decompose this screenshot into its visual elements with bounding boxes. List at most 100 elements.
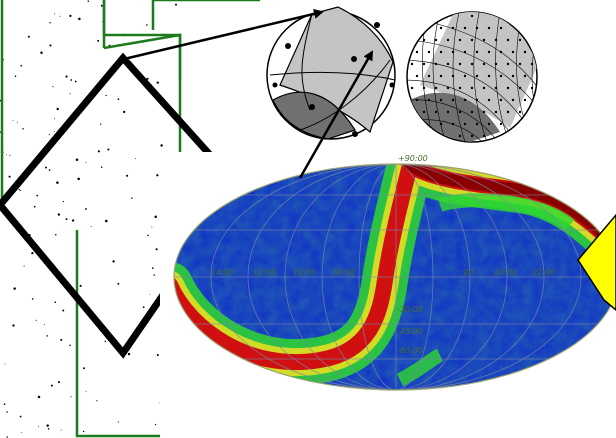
pixel-center-dot (458, 86, 462, 90)
pixel-center-dot (518, 62, 522, 66)
star-dot (156, 353, 159, 357)
star-dot (154, 423, 157, 426)
star-dot (19, 415, 22, 418)
star-dot (153, 274, 155, 276)
pixel-center-dot (451, 122, 455, 126)
pixel-center-dot (446, 38, 450, 42)
pixel-center-dot (451, 50, 455, 54)
star-dot (37, 395, 41, 399)
star-dot (77, 177, 80, 181)
star-dot (65, 218, 68, 221)
star-dot (48, 134, 50, 136)
star-dot (127, 352, 131, 356)
star-dot (18, 188, 20, 191)
pixel-center-dot (482, 86, 486, 90)
pixel-center-dot (499, 98, 503, 102)
pixel-center-dot (446, 86, 450, 90)
star-dot (156, 81, 159, 84)
star-dot (17, 121, 18, 123)
star-dot (48, 169, 51, 171)
star-dot (71, 219, 75, 222)
pixel-center-dot (470, 134, 474, 138)
star-dot (123, 110, 126, 114)
star-dot (75, 158, 79, 161)
star-dot (22, 128, 24, 130)
star-field-icon (0, 0, 178, 438)
star-dot (6, 436, 8, 438)
star-dot (57, 381, 61, 384)
star-dot (83, 367, 85, 370)
pixel-center-dot (434, 86, 438, 90)
pixel-center-dot (475, 122, 479, 126)
pixel-center-dot (487, 74, 491, 78)
pixel-center-dot (487, 50, 491, 54)
star-dot (70, 396, 72, 398)
pixel-center-dot (458, 62, 462, 66)
star-dot (107, 148, 110, 151)
star-dot (54, 13, 55, 15)
pixel-center-dot (427, 50, 431, 54)
pixel-center-dot (463, 98, 467, 102)
star-dot (49, 44, 52, 47)
pixel-center-dot (439, 50, 443, 54)
star-dot (117, 282, 120, 285)
pixel-center-dot (499, 122, 503, 126)
star-dot (54, 301, 57, 303)
pixel-center-dot (482, 62, 486, 66)
star-dot (104, 340, 107, 343)
star-dot (31, 251, 34, 255)
star-dot (14, 75, 17, 77)
star-dot (4, 363, 6, 365)
pixel-center-dot (451, 98, 455, 102)
pixel-center-dot (499, 74, 503, 78)
dec-label-3: -60:00 (397, 346, 423, 355)
pixel-center-dot (506, 86, 510, 90)
dec-label-1: -30:00 (397, 305, 423, 314)
star-dot (12, 324, 15, 327)
star-dot (6, 154, 7, 156)
ra-label-6: 22:00 (532, 268, 556, 277)
star-dot (151, 226, 153, 228)
pixel-center-dot (523, 50, 527, 54)
star-dot (131, 197, 133, 199)
pixel-center-dot (494, 110, 498, 114)
star-dot (9, 154, 11, 156)
star-dot (69, 344, 71, 347)
star-dot (69, 93, 71, 95)
pixel-center-dot (463, 50, 467, 54)
star-dot (82, 430, 85, 433)
star-dot (100, 166, 103, 168)
pixel-center-dot (427, 98, 431, 102)
green-frame-back (102, 0, 182, 240)
pixel-center-dot (446, 110, 450, 114)
star-dot (59, 15, 61, 17)
star-dot (135, 158, 136, 160)
star-dot (105, 94, 107, 97)
star-dot (3, 403, 6, 406)
star-dot (74, 80, 77, 83)
star-dot (35, 319, 37, 321)
star-dot (46, 335, 48, 337)
pixel-center-dot (499, 50, 503, 54)
pixel-center-dot (482, 38, 486, 42)
star-dot (90, 226, 92, 227)
star-dot (85, 208, 87, 210)
star-dot (160, 144, 163, 147)
pixel-center-dot (439, 122, 443, 126)
star-dot (6, 411, 8, 413)
star-dot (46, 424, 49, 427)
star-dot (146, 77, 149, 80)
star-dot (117, 421, 119, 423)
star-dot (56, 181, 59, 184)
star-dot (33, 205, 36, 208)
star-dot (142, 306, 145, 308)
star-dot (0, 131, 1, 133)
star-dot (96, 400, 98, 402)
pixel-center-dot (499, 26, 503, 30)
pixel-center-dot (434, 38, 438, 42)
